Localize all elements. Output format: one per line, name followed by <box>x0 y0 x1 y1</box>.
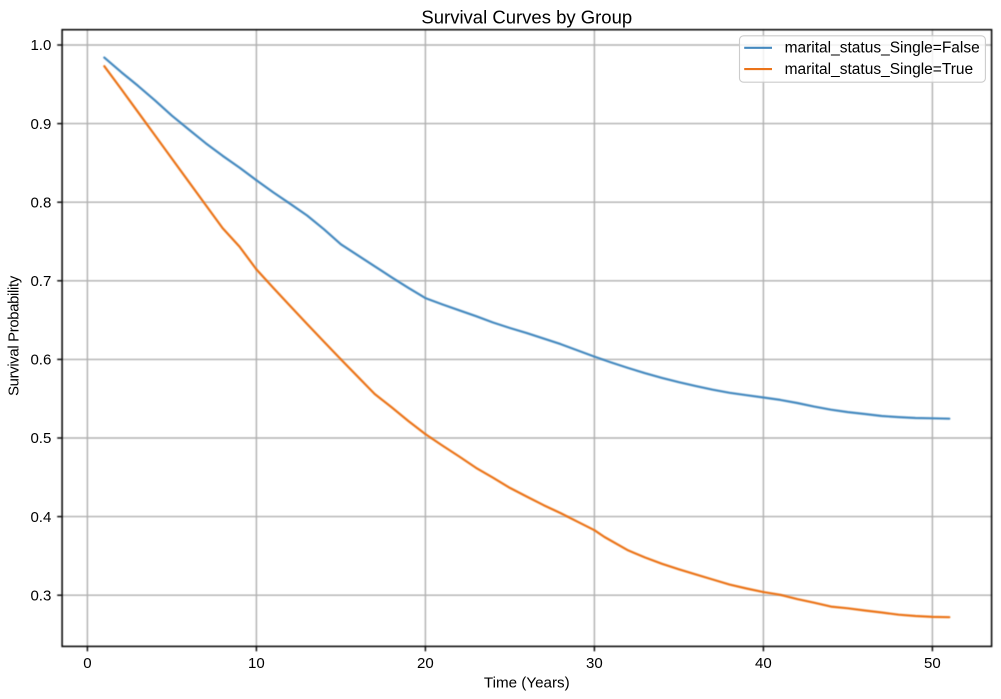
svg-text:0.9: 0.9 <box>30 116 51 133</box>
svg-text:0: 0 <box>83 655 91 672</box>
svg-text:Survival Probability: Survival Probability <box>7 275 23 396</box>
svg-text:10: 10 <box>248 655 265 672</box>
svg-text:0.5: 0.5 <box>30 430 51 447</box>
svg-text:Time (Years): Time (Years) <box>484 675 570 692</box>
svg-text:30: 30 <box>586 655 603 672</box>
svg-text:0.3: 0.3 <box>30 587 51 604</box>
svg-text:0.4: 0.4 <box>30 509 51 526</box>
svg-text:Survival Curves by Group: Survival Curves by Group <box>421 6 632 27</box>
svg-text:40: 40 <box>755 655 772 672</box>
svg-text:20: 20 <box>417 655 434 672</box>
svg-text:1.0: 1.0 <box>30 37 51 54</box>
svg-text:0.7: 0.7 <box>30 273 51 290</box>
svg-text:marital_status_Single=False: marital_status_Single=False <box>785 40 980 57</box>
svg-text:50: 50 <box>924 655 941 672</box>
svg-text:0.8: 0.8 <box>30 194 51 211</box>
svg-text:0.6: 0.6 <box>30 352 51 369</box>
svg-text:marital_status_Single=True: marital_status_Single=True <box>785 61 974 78</box>
